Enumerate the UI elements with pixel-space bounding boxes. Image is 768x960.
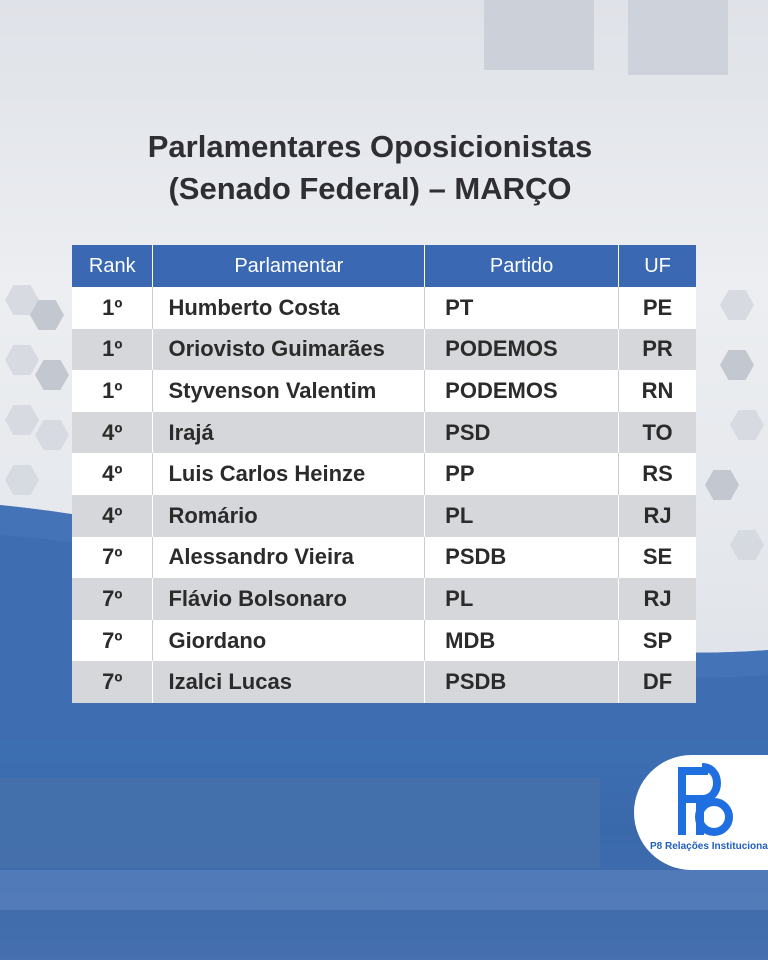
cell-rank: 7º [72,661,154,703]
hexagon-decoration [705,470,739,500]
hexagon-decoration [5,405,39,435]
hexagon-decoration [35,420,69,450]
cell-name: Humberto Costa [152,287,426,329]
p8-logo-icon [678,763,733,836]
cell-name: Flávio Bolsonaro [152,578,426,620]
background-tower-left [484,0,594,70]
cell-name: Oriovisto Guimarães [152,328,426,371]
cell-rank: 7º [72,536,154,579]
cell-uf: PE [618,287,696,329]
title-line-1: Parlamentares Oposicionistas [147,129,593,164]
cell-rank: 7º [72,578,154,620]
table-row: 4º Irajá PSD TO [72,411,696,454]
cell-name: Styvenson Valentim [152,370,426,412]
column-header-party: Partido [424,245,620,287]
table-row: 7º Flávio Bolsonaro PL RJ [72,578,696,620]
cell-party: PODEMOS [424,328,620,371]
background-lawn [0,778,600,868]
background-road [0,870,768,910]
table-row: 7º Giordano MDB SP [72,619,696,662]
page-title: Parlamentares Oposicionistas (Senado Fed… [0,126,740,210]
cell-name: Alessandro Vieira [152,536,426,579]
table-row: 1º Oriovisto Guimarães PODEMOS PR [72,328,696,371]
hexagon-decoration [720,350,754,380]
cell-party: MDB [424,619,620,662]
column-header-name: Parlamentar [152,245,426,287]
cell-party: PODEMOS [424,370,620,412]
background-tower-right [628,0,728,75]
table-row: 4º Luis Carlos Heinze PP RS [72,453,696,495]
cell-uf: RJ [618,494,696,537]
cell-uf: RS [618,453,696,495]
column-header-rank: Rank [72,245,154,287]
background-plaza [0,740,768,960]
cell-uf: RN [618,370,696,412]
cell-rank: 7º [72,619,154,662]
cell-party: PT [424,287,620,329]
hexagon-decoration [35,360,69,390]
cell-uf: TO [618,411,696,454]
table-row: 1º Styvenson Valentim PODEMOS RN [72,370,696,412]
logo-caption: P8 Relações Institucionais [650,841,768,852]
cell-rank: 4º [72,494,154,537]
cell-rank: 1º [72,328,154,371]
cell-rank: 4º [72,453,154,495]
cell-name: Izalci Lucas [152,661,426,703]
hexagon-decoration [730,530,764,560]
table-row: 1º Humberto Costa PT PE [72,287,696,329]
hexagon-decoration [730,410,764,440]
cell-party: PSDB [424,536,620,579]
cell-party: PL [424,578,620,620]
cell-party: PSD [424,411,620,454]
cell-name: Luis Carlos Heinze [152,453,426,495]
cell-party: PSDB [424,661,620,703]
table-header-row: Rank Parlamentar Partido UF [72,245,696,287]
cell-uf: DF [618,661,696,703]
cell-uf: SE [618,536,696,579]
hexagon-decoration [30,300,64,330]
cell-rank: 1º [72,370,154,412]
title-line-2: (Senado Federal) – MARÇO [168,171,572,206]
hexagon-decoration [5,465,39,495]
cell-name: Irajá [152,411,426,454]
column-header-uf: UF [618,245,696,287]
hexagon-decoration [720,290,754,320]
cell-party: PP [424,453,620,495]
cell-name: Romário [152,494,426,537]
cell-name: Giordano [152,619,426,662]
brand-logo: P8 Relações Institucionais [634,755,768,870]
cell-rank: 4º [72,411,154,454]
table-row: 7º Alessandro Vieira PSDB SE [72,536,696,579]
cell-rank: 1º [72,287,154,329]
table-row: 7º Izalci Lucas PSDB DF [72,661,696,703]
table-row: 4º Romário PL RJ [72,494,696,537]
cell-party: PL [424,494,620,537]
cell-uf: RJ [618,578,696,620]
ranking-table: Rank Parlamentar Partido UF 1º Humberto … [72,245,696,703]
cell-uf: PR [618,328,696,371]
hexagon-decoration [5,345,39,375]
cell-uf: SP [618,619,696,662]
